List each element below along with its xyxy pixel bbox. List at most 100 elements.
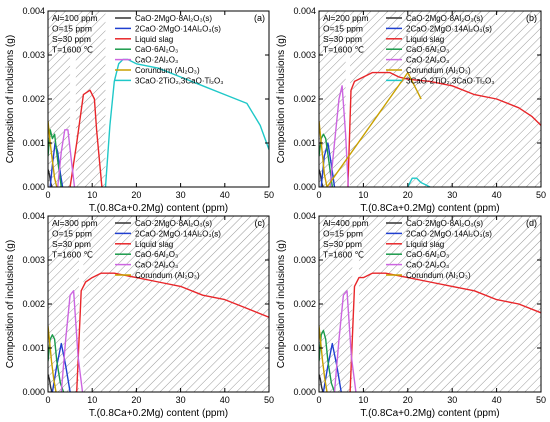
series-line <box>69 89 103 187</box>
hatched-region <box>48 11 71 187</box>
x-tick-label: 50 <box>264 395 274 405</box>
series-line <box>60 290 84 392</box>
condition-label: Al=300 ppm <box>52 218 98 228</box>
condition-label: T=1600 ℃ <box>52 250 93 260</box>
legend-label: 2CaO·2MgO·14Al₂O₃(s) <box>135 229 221 238</box>
series-line <box>76 272 269 392</box>
series-line <box>319 325 328 392</box>
series-lines <box>48 272 269 392</box>
hatched-region <box>83 216 269 392</box>
legend-label: 3CaO·2TiO₂,3CaO·Ti₂O₃ <box>135 76 223 85</box>
y-tick-label: 0.003 <box>22 50 45 60</box>
y-axis-title: Composition of inclusions (g) <box>276 240 287 368</box>
series-line <box>48 334 65 392</box>
x-tick-label: 30 <box>447 395 457 405</box>
legend-label: 3CaO·2TiO₂,3CaO·Ti₂O₃ <box>406 76 494 85</box>
series-line <box>48 169 53 187</box>
y-tick-label: 0.003 <box>22 255 45 265</box>
x-axis-title: T.(0.8Ca+0.2Mg) content (ppm) <box>89 408 228 419</box>
legend-label: Liquid slag <box>135 240 173 249</box>
x-tick-label: 0 <box>316 395 321 405</box>
series-line <box>48 374 53 392</box>
condition-label: S=30 ppm <box>52 239 91 249</box>
series-line <box>333 290 357 392</box>
x-tick-label: 30 <box>176 190 186 200</box>
series-line <box>407 177 431 187</box>
x-axis-title: T.(0.8Ca+0.2Mg) content (ppm) <box>360 203 499 214</box>
chart-panel-3: 0 10 20 30 40 50 0.000 0.001 0.002 0.003 0.004 T.(0… <box>276 211 546 419</box>
panel-label: (c) <box>255 218 266 228</box>
legend-label: CaO·2Al₂O₃ <box>135 56 178 65</box>
condition-label: S=30 ppm <box>323 34 362 44</box>
y-tick-label: 0.001 <box>293 343 316 353</box>
chart-panel-1: 0 10 20 30 40 50 0.000 0.001 0.002 0.003 0.004 T.(0… <box>276 6 546 214</box>
legend-label: CaO·6Al₂O₃ <box>135 250 178 259</box>
condition-label: O=15 ppm <box>52 24 92 34</box>
condition-label: S=30 ppm <box>52 34 91 44</box>
series-lines <box>319 272 541 392</box>
y-tick-label: 0.004 <box>22 6 45 16</box>
condition-label: T=1600 ℃ <box>323 250 364 260</box>
legend-label: CaO·2MgO·8Al₂O₃(s) <box>135 219 212 228</box>
condition-label: Al=100 ppm <box>52 13 98 23</box>
x-axis-title: T.(0.8Ca+0.2Mg) content (ppm) <box>89 203 228 214</box>
legend-label: CaO·2Al₂O₃ <box>135 261 178 270</box>
panel-label: (b) <box>526 13 537 23</box>
legend-label: CaO·2Al₂O₃ <box>406 56 449 65</box>
y-tick-label: 0.000 <box>22 387 45 397</box>
series-line <box>48 120 58 187</box>
y-tick-label: 0.001 <box>293 138 316 148</box>
x-tick-label: 20 <box>403 190 413 200</box>
series-line <box>319 71 422 187</box>
x-tick-label: 10 <box>87 395 97 405</box>
series-line <box>349 272 541 392</box>
chart-panel-2: 0 10 20 30 40 50 0.000 0.001 0.002 0.003 0.004 T.(0… <box>5 211 274 419</box>
y-tick-label: 0.001 <box>22 138 45 148</box>
condition-label: Al=400 ppm <box>323 218 369 228</box>
legend-label: 2CaO·2MgO·14Al₂O₃(s) <box>406 229 492 238</box>
hatched-region <box>75 11 106 187</box>
x-tick-label: 50 <box>536 395 546 405</box>
y-tick-label: 0.000 <box>22 182 45 192</box>
x-tick-label: 10 <box>358 190 368 200</box>
x-tick-label: 30 <box>447 190 457 200</box>
series-line <box>51 342 71 392</box>
legend-label: CaO·2MgO·8Al₂O₃(s) <box>135 14 212 23</box>
legend-label: Corundum (Al₂O₃) <box>135 271 200 280</box>
condition-label: T=1600 ℃ <box>52 45 93 55</box>
legend-label: Liquid slag <box>406 240 444 249</box>
legend-label: CaO·2MgO·8Al₂O₃(s) <box>406 14 483 23</box>
series-line <box>48 325 57 392</box>
legend-label: Corundum (Al₂O₃) <box>135 66 200 75</box>
series-line <box>319 169 324 187</box>
y-tick-label: 0.004 <box>293 6 316 16</box>
legend-label: Corundum (Al₂O₃) <box>406 271 471 280</box>
y-tick-label: 0.002 <box>22 94 45 104</box>
panel-label: (a) <box>254 13 265 23</box>
x-tick-label: 20 <box>403 395 413 405</box>
x-tick-label: 0 <box>316 190 321 200</box>
x-tick-label: 40 <box>220 190 230 200</box>
x-tick-label: 0 <box>45 190 50 200</box>
y-axis-title: Composition of inclusions (g) <box>5 35 16 163</box>
x-tick-label: 20 <box>131 395 141 405</box>
series-line <box>319 329 336 392</box>
condition-label: O=15 ppm <box>323 229 363 239</box>
condition-label: O=15 ppm <box>52 229 92 239</box>
x-tick-label: 50 <box>264 190 274 200</box>
y-axis-title: Composition of inclusions (g) <box>276 35 287 163</box>
series-line <box>329 85 349 187</box>
y-tick-label: 0.004 <box>293 211 316 221</box>
condition-label: S=30 ppm <box>323 239 362 249</box>
y-tick-label: 0.001 <box>22 343 45 353</box>
y-tick-label: 0.000 <box>293 387 316 397</box>
legend-label: CaO·2Al₂O₃ <box>406 261 449 270</box>
x-axis-title: T.(0.8Ca+0.2Mg) content (ppm) <box>360 408 499 419</box>
panel-label: (d) <box>526 218 537 228</box>
y-axis-title: Composition of inclusions (g) <box>5 240 16 368</box>
y-tick-label: 0.000 <box>293 182 316 192</box>
legend-label: Liquid slag <box>135 35 173 44</box>
legend-label: CaO·6Al₂O₃ <box>406 45 449 54</box>
y-tick-label: 0.004 <box>22 211 45 221</box>
